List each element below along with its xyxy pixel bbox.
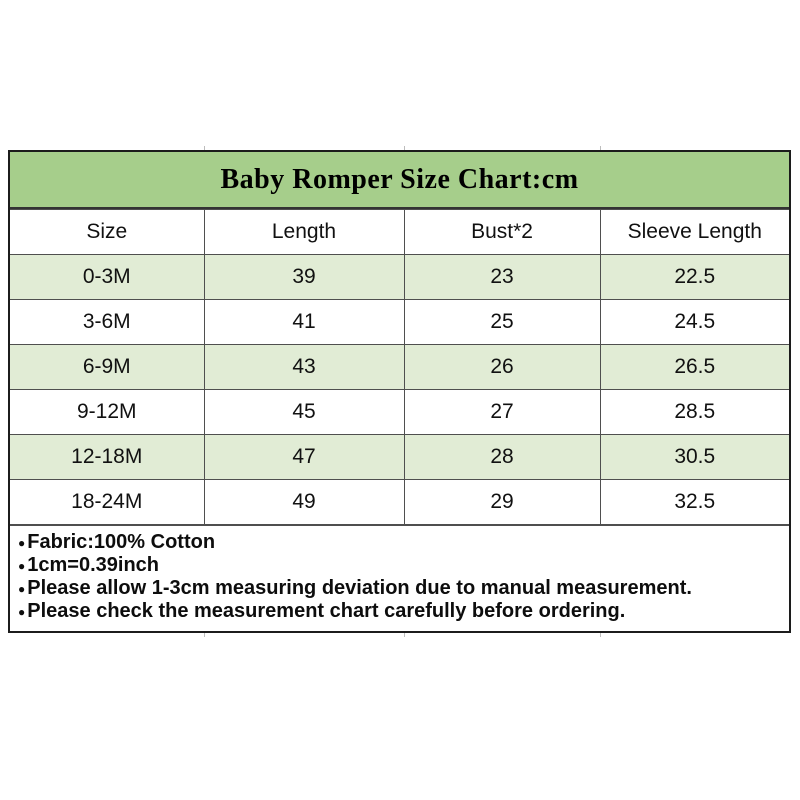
measurement-cell: 27: [403, 389, 601, 435]
grid-tick: [404, 633, 405, 637]
bullet-icon: ●: [18, 536, 26, 550]
measurement-cell: 28: [403, 434, 601, 480]
table-row: 9-12M 45 27 28.5: [10, 389, 789, 435]
bullet-icon: ●: [18, 582, 26, 596]
size-cell: 18-24M: [10, 479, 205, 525]
size-cell: 9-12M: [10, 389, 205, 435]
measurement-cell: 23: [403, 254, 601, 300]
column-header: Sleeve Length: [599, 209, 789, 255]
size-cell: 12-18M: [10, 434, 205, 480]
note-text: Please check the measurement chart caref…: [27, 600, 626, 622]
grid-tick: [204, 146, 205, 150]
measurement-cell: 39: [203, 254, 405, 300]
measurement-cell: 28.5: [599, 389, 789, 435]
grid-tick: [404, 146, 405, 150]
measurement-cell: 24.5: [599, 299, 789, 345]
table-row: 6-9M 43 26 26.5: [10, 344, 789, 390]
measurement-cell: 47: [203, 434, 405, 480]
table-row: 3-6M 41 25 24.5: [10, 299, 789, 345]
measurement-cell: 43: [203, 344, 405, 390]
column-header: Size: [10, 209, 205, 255]
note-text: 1cm=0.39inch: [27, 554, 159, 576]
measurement-cell: 26: [403, 344, 601, 390]
notes-section: ● Fabric:100% Cotton ● 1cm=0.39inch ● Please …: [10, 525, 789, 631]
measurement-cell: 49: [203, 479, 405, 525]
column-header: Length: [203, 209, 405, 255]
size-cell: 0-3M: [10, 254, 205, 300]
column-header: Bust*2: [403, 209, 601, 255]
measurement-cell: 25: [403, 299, 601, 345]
note-item: ● Please allow 1-3cm measuring deviation …: [18, 577, 781, 600]
note-item: ● Fabric:100% Cotton: [18, 531, 781, 554]
measurement-cell: 22.5: [599, 254, 789, 300]
grid-tick: [204, 633, 205, 637]
table-row: 0-3M 39 23 22.5: [10, 254, 789, 300]
note-text: Please allow 1-3cm measuring deviation d…: [27, 577, 692, 599]
note-text: Fabric:100% Cotton: [27, 531, 216, 553]
table-row: 18-24M 49 29 32.5: [10, 479, 789, 525]
note-item: ● Please check the measurement chart care…: [18, 600, 781, 623]
measurement-cell: 26.5: [599, 344, 789, 390]
note-item: ● 1cm=0.39inch: [18, 554, 781, 577]
chart-title: Baby Romper Size Chart:cm: [10, 152, 789, 209]
measurement-cell: 32.5: [599, 479, 789, 525]
measurement-cell: 41: [203, 299, 405, 345]
measurement-cell: 45: [203, 389, 405, 435]
size-cell: 3-6M: [10, 299, 205, 345]
size-chart-panel: Baby Romper Size Chart:cm Size Length Bust…: [8, 146, 791, 637]
header-row: Size Length Bust*2 Sleeve Length: [10, 209, 789, 255]
grid-tick: [600, 633, 601, 637]
measurement-cell: 30.5: [599, 434, 789, 480]
bullet-icon: ●: [18, 559, 26, 573]
grid-tick: [600, 146, 601, 150]
bullet-icon: ●: [18, 605, 26, 619]
size-table: Size Length Bust*2 Sleeve Length 0-3M 39 23 22…: [10, 209, 789, 525]
table-row: 12-18M 47 28 30.5: [10, 434, 789, 480]
measurement-cell: 29: [403, 479, 601, 525]
size-cell: 6-9M: [10, 344, 205, 390]
